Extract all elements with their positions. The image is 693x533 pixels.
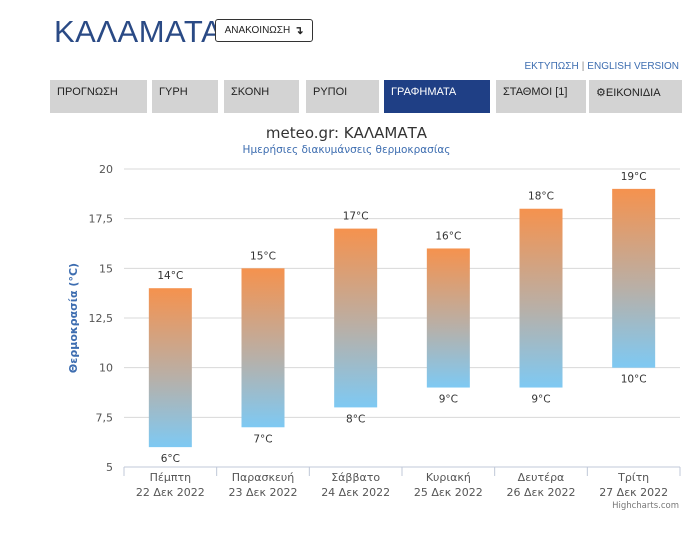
tab-icons-label: ΕΙΚΟΝΙΔΙΑ xyxy=(605,87,661,99)
temperature-bar[interactable] xyxy=(612,188,656,368)
tab-pollen-label: ΓΥΡΗ xyxy=(159,86,188,98)
y-tick-label: 17,5 xyxy=(89,213,114,226)
high-value-label: 19°C xyxy=(621,171,647,183)
tab-stations-label: ΣΤΑΘΜΟΙ [1] xyxy=(503,86,568,98)
city-title: ΚΑΛΑΜΑΤΑ xyxy=(54,14,223,49)
x-date-label: 23 Δεκ 2022 xyxy=(229,486,298,499)
gear-icon: ⚙ xyxy=(596,87,606,99)
low-value-label: 6°C xyxy=(161,453,180,465)
low-value-label: 10°C xyxy=(621,374,647,386)
tab-stations[interactable]: ΣΤΑΘΜΟΙ [1] xyxy=(496,80,586,113)
y-tick-label: 15 xyxy=(99,262,113,275)
high-value-label: 16°C xyxy=(435,230,461,242)
x-day-label: Κυριακή xyxy=(426,471,471,484)
announcement-label: ΑΝΑΚΟΙΝΩΣΗ xyxy=(224,25,291,36)
tab-pollutants[interactable]: ΡΥΠΟΙ xyxy=(306,80,379,113)
x-date-label: 22 Δεκ 2022 xyxy=(136,486,205,499)
nav-tabs: ΠΡΟΓΝΩΣΗ ΓΥΡΗ ΣΚΟΝΗ ΡΥΠΟΙ ΓΡΑΦΗΜΑΤΑ ΣΤΑΘ… xyxy=(50,80,682,113)
y-tick-label: 7,5 xyxy=(96,411,114,424)
low-value-label: 7°C xyxy=(253,433,272,445)
high-value-label: 18°C xyxy=(528,191,554,203)
x-day-label: Παρασκευή xyxy=(232,471,295,484)
y-tick-label: 12,5 xyxy=(89,312,114,325)
y-axis-label: Θερμοκρασία (°C) xyxy=(67,263,80,373)
tab-forecast-label: ΠΡΟΓΝΩΣΗ xyxy=(57,86,118,98)
announcement-button[interactable]: ΑΝΑΚΟΙΝΩΣΗ ↴ xyxy=(215,19,313,42)
chart-title: meteo.gr: ΚΑΛΑΜΑΤΑ xyxy=(265,124,428,142)
temperature-bar[interactable] xyxy=(519,208,563,388)
high-value-label: 14°C xyxy=(157,270,183,282)
english-version-link[interactable]: ENGLISH VERSION xyxy=(587,61,679,72)
low-value-label: 8°C xyxy=(346,413,365,425)
tab-forecast[interactable]: ΠΡΟΓΝΩΣΗ xyxy=(50,80,147,113)
chart-subtitle: Ημερήσιες διακυμάνσεις θερμοκρασίας xyxy=(242,144,451,156)
x-date-label: 24 Δεκ 2022 xyxy=(321,486,390,499)
print-link[interactable]: ΕΚΤΥΠΩΣΗ xyxy=(524,61,579,72)
tab-dust[interactable]: ΣΚΟΝΗ xyxy=(224,80,299,113)
high-value-label: 17°C xyxy=(343,211,369,223)
temperature-bar[interactable] xyxy=(334,228,378,408)
tab-graphs[interactable]: ΓΡΑΦΗΜΑΤΑ xyxy=(384,80,490,113)
tab-graphs-label: ΓΡΑΦΗΜΑΤΑ xyxy=(391,86,457,98)
highcharts-credit[interactable]: Highcharts.com xyxy=(612,501,679,511)
x-day-label: Τρίτη xyxy=(617,471,649,484)
x-date-label: 27 Δεκ 2022 xyxy=(599,486,668,499)
arrow-down-right-icon: ↴ xyxy=(294,25,304,37)
x-day-label: Σάββατο xyxy=(331,471,380,484)
tab-pollen[interactable]: ΓΥΡΗ xyxy=(152,80,218,113)
y-tick-label: 10 xyxy=(99,362,113,375)
high-value-label: 15°C xyxy=(250,250,276,262)
y-tick-label: 5 xyxy=(106,461,113,474)
x-day-label: Πέμπτη xyxy=(150,471,191,484)
temperature-bar[interactable] xyxy=(426,248,470,388)
temperature-bar[interactable] xyxy=(148,288,192,448)
tab-pollutants-label: ΡΥΠΟΙ xyxy=(313,86,348,98)
tab-dust-label: ΣΚΟΝΗ xyxy=(231,86,270,98)
low-value-label: 9°C xyxy=(531,394,550,406)
tab-icons[interactable]: ⚙ΕΙΚΟΝΙΔΙΑ xyxy=(589,80,682,113)
y-tick-label: 20 xyxy=(99,163,113,176)
top-links: ΕΚΤΥΠΩΣΗ | ENGLISH VERSION xyxy=(524,61,679,72)
temperature-bar[interactable] xyxy=(241,268,285,428)
x-date-label: 25 Δεκ 2022 xyxy=(414,486,483,499)
x-date-label: 26 Δεκ 2022 xyxy=(507,486,576,499)
low-value-label: 9°C xyxy=(439,394,458,406)
x-day-label: Δευτέρα xyxy=(518,471,565,484)
